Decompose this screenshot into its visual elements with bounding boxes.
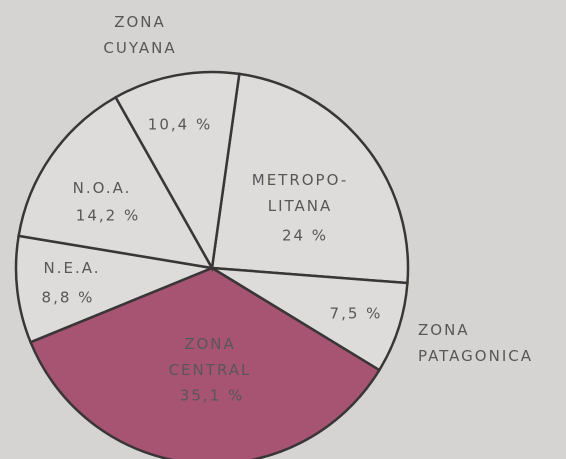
- category-label: METROPO-LITANA: [252, 171, 349, 215]
- value-label: 14,2 %: [76, 207, 140, 225]
- value-label: 8,8 %: [42, 289, 95, 307]
- value-label: 7,5 %: [330, 305, 383, 323]
- value-label: 35,1 %: [180, 387, 244, 405]
- value-label: 24 %: [282, 227, 328, 245]
- pie-slice: [14, 234, 217, 344]
- pie-slice: [17, 95, 215, 270]
- value-label: 10,4 %: [148, 116, 212, 134]
- category-label: N.E.A.: [44, 259, 101, 277]
- pie-slice: [210, 72, 410, 285]
- category-label: ZONA CENTRAL: [169, 335, 252, 379]
- category-label: N.O.A.: [73, 179, 132, 197]
- pie-slice: [28, 266, 382, 459]
- category-label: ZONA CUYANA: [103, 13, 176, 57]
- category-label: ZONA PATAGONICA: [418, 321, 533, 365]
- pie-slice: [113, 70, 241, 272]
